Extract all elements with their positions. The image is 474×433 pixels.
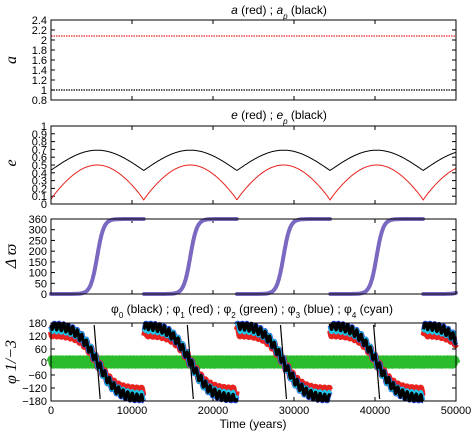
y-tick-label: 1 [41, 121, 47, 133]
y-tick-label: 1 [41, 85, 47, 97]
y-tick-label: 2.4 [32, 15, 47, 27]
panel-a-ylabel: a [3, 56, 20, 64]
y-tick-label: 1.4 [32, 65, 47, 77]
panel-e-y-ticks: 10.90.80.70.60.50.40.30.20.10 [32, 121, 457, 211]
panel-phi: φ0 (black) ; φ1 (red) ; φ2 (green) ; φ3 … [3, 302, 471, 431]
y-tick-label: 1.8 [32, 45, 47, 57]
y-tick-label: 0.8 [32, 95, 47, 107]
y-tick-label: 200 [29, 246, 47, 258]
panel-phi-ylabel: φ 1/−3 [3, 340, 20, 384]
x-tick-label: 0 [48, 405, 54, 417]
y-tick-label: 0.6 [32, 152, 47, 164]
panel-phi-marks [46, 320, 461, 404]
y-tick-label: 60 [35, 344, 47, 356]
panel-e-frame [50, 125, 457, 205]
y-tick-label: 0.4 [32, 168, 47, 180]
x-tick-label: 20000 [198, 405, 229, 417]
e-red-series [50, 164, 457, 201]
panel-phi-title: φ0 (black) ; φ1 (red) ; φ2 (green) ; φ3 … [111, 302, 393, 320]
y-tick-label: 1.2 [32, 75, 47, 87]
y-tick-label: 180 [29, 318, 47, 330]
y-tick-label: −60 [28, 370, 47, 382]
phi-wrap-line [93, 324, 101, 400]
panel-a-marks [51, 35, 456, 91]
panel-a-title: a (red) ; ap (black) [231, 3, 327, 21]
y-tick-label: 360 [29, 214, 47, 226]
phi-wrap-line [279, 324, 288, 400]
y-tick-label: 120 [29, 331, 47, 343]
panel-dvarpi-ylabel: Δ ϖ [3, 243, 20, 269]
x-tick-label: 30000 [279, 405, 310, 417]
y-tick-label: 0 [41, 357, 47, 369]
panel-e-title: e (red) ; ep (black) [231, 108, 327, 126]
y-tick-label: 0.3 [32, 176, 47, 188]
x-tick-label: 10000 [117, 405, 148, 417]
panel-e-ylabel: e [3, 159, 20, 166]
y-tick-label: 0.7 [32, 144, 47, 156]
y-tick-label: 250 [29, 235, 47, 247]
delta-varpi-series [49, 217, 458, 296]
y-tick-label: 0.5 [32, 160, 47, 172]
panel-a-frame [50, 19, 457, 101]
y-tick-label: 0 [41, 199, 47, 211]
x-axis-label: Time (years) [220, 417, 287, 431]
x-tick-label: 50000 [441, 405, 472, 417]
x-tick-label: 40000 [360, 405, 391, 417]
ep-black-series [50, 149, 456, 171]
y-tick-label: −180 [22, 396, 47, 408]
y-tick-label: 300 [29, 225, 47, 237]
y-tick-label: 150 [29, 257, 47, 269]
panel-phi-x-ticks: 0 10000 20000 30000 40000 50000 [48, 405, 471, 417]
panel-dvarpi-frame [50, 218, 457, 295]
panel-e-marks [50, 149, 457, 201]
y-tick-label: 2 [41, 35, 47, 47]
y-tick-label: −120 [22, 383, 47, 395]
panel-dvarpi-marks [49, 217, 458, 296]
y-tick-label: 0 [41, 289, 47, 301]
y-tick-label: 0.2 [32, 183, 47, 195]
y-tick-label: 0.1 [32, 191, 47, 203]
panel-phi-frame [50, 322, 457, 402]
panel-e: e (red) ; ep (black) e 10.90.80.70.60.50… [3, 108, 457, 211]
panel-a: a (red) ; ap (black) a 2.42.221.81.61.41… [3, 3, 457, 107]
y-tick-label: 0.8 [32, 137, 47, 149]
panel-a-y-ticks: 2.42.221.81.61.41.210.8 [32, 15, 457, 107]
y-tick-label: 0.9 [32, 129, 47, 141]
y-tick-label: 2.2 [32, 25, 47, 37]
y-tick-label: 1.6 [32, 55, 47, 67]
phi-wrap-line [373, 324, 381, 400]
y-tick-label: 50 [35, 278, 47, 290]
phi-series-φ2 [46, 355, 461, 369]
y-tick-label: 100 [29, 268, 47, 280]
phi-wrap-line [186, 324, 194, 400]
